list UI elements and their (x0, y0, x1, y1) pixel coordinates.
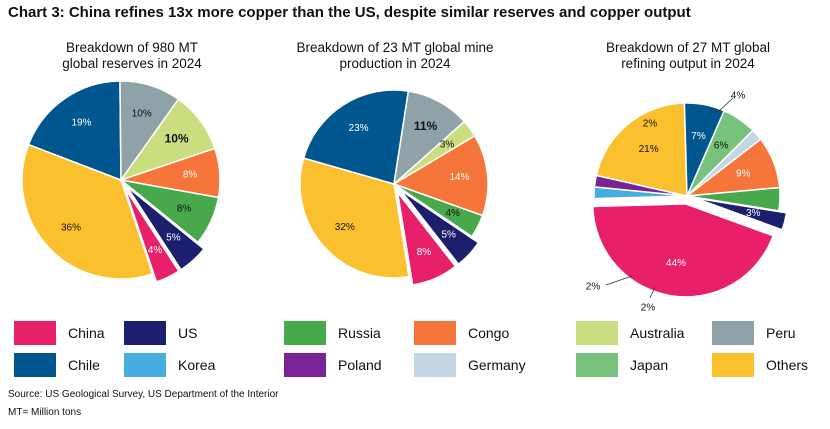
slice-label-australia: 3% (440, 140, 455, 151)
slice-label-chile: 23% (349, 123, 369, 134)
legend-label: Congo (468, 325, 510, 341)
slice-label-others: 32% (335, 222, 355, 233)
legend-label: China (68, 325, 105, 341)
slice-label-peru: 11% (414, 119, 438, 133)
legend-label: Korea (178, 357, 216, 373)
pie-mine-subtitle: Breakdown of 23 MT global mine productio… (265, 40, 525, 72)
slice-label-congo: 14% (449, 172, 469, 183)
slice-chile (302, 89, 410, 185)
slice-label-russia: 4% (731, 91, 746, 102)
legend-item-chile: Chile (14, 353, 100, 377)
slice-label-japan: 6% (714, 141, 729, 152)
slice-label-korea: 2% (641, 303, 656, 314)
slice-label-chile: 7% (691, 131, 706, 142)
subtitle-line: production in 2024 (339, 56, 451, 71)
legend-label: Germany (468, 357, 526, 373)
slice-label-others: 21% (639, 144, 659, 155)
slice-label-australia: 10% (165, 132, 189, 146)
slice-label-russia: 4% (446, 208, 461, 219)
legend-swatch (284, 353, 326, 377)
subtitle-line: refining output in 2024 (621, 56, 755, 71)
legend-swatch (576, 321, 618, 345)
pie-reserves-subtitle: Breakdown of 980 MT global reserves in 2… (2, 40, 262, 72)
legend-swatch (712, 321, 754, 345)
legend-label: Peru (766, 325, 796, 341)
legend-label: Others (766, 357, 809, 373)
slice-label-others: 36% (61, 222, 81, 233)
slice-label-us: 3% (746, 208, 761, 219)
legend-item-others: Others (712, 353, 808, 377)
subtitle-line: global reserves in 2024 (62, 56, 202, 71)
legend-item-russia: Russia (284, 321, 381, 345)
slice-label-russia: 8% (177, 203, 192, 214)
chart-title: Chart 3: China refines 13x more copper t… (8, 4, 691, 21)
slice-congo (392, 134, 489, 217)
pie-refining-subtitle: Breakdown of 27 MT global refining outpu… (558, 40, 818, 72)
slice-label-china: 8% (417, 247, 432, 258)
pie-reserves: 4% 36% 19% 10% 10% 8% 8% 5% (21, 80, 221, 283)
slice-chile (27, 80, 122, 182)
slice-us (399, 189, 480, 266)
slice-russia (686, 186, 781, 212)
slice-others (595, 102, 688, 197)
slice-label-peru: 10% (132, 108, 152, 119)
slice-label-china: 44% (666, 258, 686, 269)
subtitle-line: Breakdown of 23 MT global mine (296, 40, 494, 55)
legend-swatch (284, 321, 326, 345)
slice-china (591, 203, 775, 298)
slice-others (21, 143, 154, 280)
legend-swatch (14, 321, 56, 345)
legend-label: Japan (630, 357, 669, 373)
leader-line-poland (605, 275, 633, 286)
slice-us (694, 197, 788, 231)
legend-item-congo: Congo (414, 321, 509, 345)
slice-china (124, 187, 180, 283)
legend-item-china: China (14, 321, 105, 345)
legend-item-australia: Australia (576, 321, 684, 345)
subtitle-line: Breakdown of 27 MT global (605, 40, 771, 55)
source-note: Source: US Geological Survey, US Departm… (8, 389, 279, 400)
legend-item-japan: Japan (576, 353, 668, 377)
pie-mine: 8% 32% 23% 11%3% 14% 4% 5% (299, 89, 489, 286)
slice-china (396, 191, 457, 286)
legend-label: Poland (338, 357, 382, 373)
leader-line-korea (649, 286, 656, 299)
unit-note: MT= Million tons (8, 407, 82, 418)
slice-label-us: 5% (441, 230, 456, 241)
legend-item-germany: Germany (414, 353, 526, 377)
slice-russia (120, 179, 220, 244)
slice-label-us: 5% (166, 233, 181, 244)
pie-refining: 44% 2% 2% 21% 7% 6% 2% 9% 4% 3% (586, 91, 788, 314)
slice-us (126, 186, 206, 271)
legend-item-us: US (124, 321, 197, 345)
legend-item-peru: Peru (712, 321, 796, 345)
legend-item-korea: Korea (124, 353, 215, 377)
legend-item-poland: Poland (284, 353, 382, 377)
legend-swatch (712, 353, 754, 377)
legend-swatch (414, 321, 456, 345)
slice-others (299, 157, 410, 279)
slice-label-germany: 2% (643, 119, 658, 130)
pie-charts: 4%36%19%10%10%8%8%5%8%32%23% 11%3%14%4%5%… (21, 80, 788, 314)
legend-label: US (178, 325, 198, 341)
slice-label-congo: 8% (183, 169, 198, 180)
legend-label: Russia (338, 325, 381, 341)
slice-label-chile: 19% (71, 118, 91, 129)
legend-swatch (414, 353, 456, 377)
legend: China US Russia Congo Australia Peru Chile Kore… (0, 318, 830, 388)
subtitle-line: Breakdown of 980 MT (65, 40, 199, 55)
slice-peru (392, 90, 466, 186)
slice-label-poland: 2% (586, 282, 601, 293)
legend-label: Chile (68, 357, 100, 373)
slice-label-china: 4% (148, 245, 163, 256)
legend-swatch (124, 321, 166, 345)
slice-russia (393, 183, 484, 238)
legend-swatch (124, 353, 166, 377)
legend-swatch (576, 353, 618, 377)
legend-label: Australia (630, 325, 685, 341)
leader-line-russia (711, 97, 734, 113)
slice-label-congo: 9% (736, 168, 751, 179)
legend-swatch (14, 353, 56, 377)
